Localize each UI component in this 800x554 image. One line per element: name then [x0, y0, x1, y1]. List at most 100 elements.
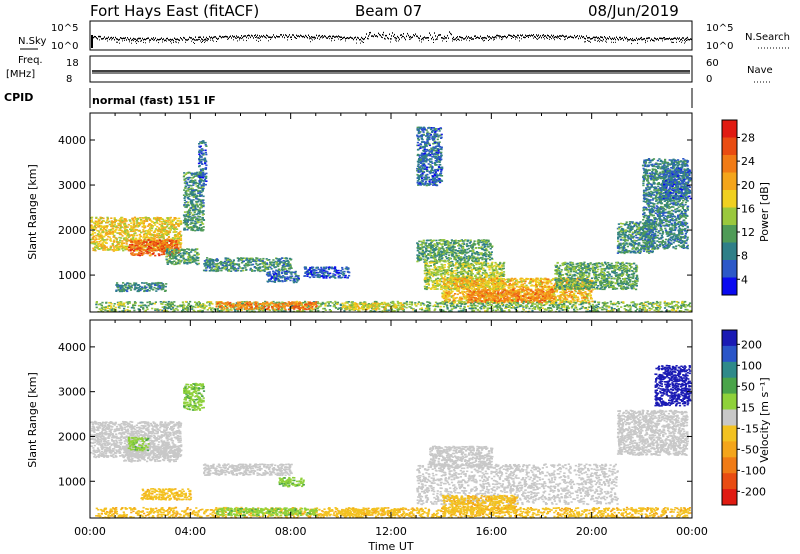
data-cell: [200, 173, 203, 176]
data-cell: [115, 225, 118, 227]
data-cell: [232, 260, 235, 263]
data-cell: [150, 253, 153, 256]
data-cell: [436, 245, 439, 247]
data-cell: [265, 266, 268, 269]
data-cell: [139, 223, 142, 226]
data-cell: [204, 149, 207, 152]
noise-point: [229, 36, 230, 38]
noise-point: [534, 35, 535, 38]
noise-point: [314, 38, 315, 40]
data-cell: [118, 236, 121, 239]
data-cell: [441, 251, 444, 254]
data-cell: [339, 272, 342, 275]
data-cell: [116, 282, 119, 284]
noise-point: [543, 34, 544, 36]
data-cell: [260, 269, 264, 272]
data-cell: [310, 271, 313, 273]
data-cell: [436, 242, 439, 244]
data-cell: [191, 218, 194, 220]
noise-point: [475, 35, 476, 37]
data-cell: [269, 263, 272, 265]
data-cell: [194, 229, 197, 232]
data-cell: [103, 231, 106, 233]
data-cell: [185, 222, 188, 224]
data-cell: [128, 287, 132, 289]
noise-point: [372, 35, 373, 37]
data-cell: [145, 241, 148, 243]
data-cell: [137, 284, 140, 287]
data-cell: [130, 285, 133, 288]
noise-point: [201, 41, 202, 43]
data-cell: [124, 228, 127, 230]
data-cell: [142, 222, 145, 224]
noise-point: [405, 38, 406, 41]
noise-point: [398, 40, 399, 42]
data-cell: [130, 252, 133, 255]
noise-point: [228, 37, 229, 40]
noise-point: [489, 38, 490, 40]
data-cell: [190, 218, 193, 220]
data-cell: [146, 290, 149, 292]
data-cell: [422, 241, 425, 243]
data-cell: [198, 194, 201, 196]
data-cell: [476, 261, 479, 263]
noise-point: [599, 41, 600, 43]
data-cell: [451, 267, 454, 270]
data-cell: [224, 266, 227, 269]
noise-point: [638, 38, 639, 40]
data-cell: [328, 276, 331, 279]
data-cell: [110, 225, 113, 228]
data-cell: [256, 264, 259, 267]
data-cell: [167, 245, 170, 248]
data-cell: [440, 285, 443, 287]
noise-point: [597, 40, 598, 42]
data-cell: [237, 263, 241, 265]
data-cell: [199, 178, 202, 181]
data-cell: [323, 274, 326, 276]
noise-point: [487, 35, 488, 37]
data-cell: [478, 285, 481, 287]
noise-point: [472, 38, 473, 40]
data-cell: [285, 277, 288, 280]
data-cell: [132, 234, 135, 236]
data-cell: [451, 246, 454, 248]
data-cell: [495, 269, 498, 271]
data-cell: [183, 178, 186, 181]
data-cell: [228, 264, 231, 267]
noise-point: [93, 36, 94, 39]
data-cell: [320, 272, 324, 274]
data-cell: [292, 271, 295, 274]
data-cell: [108, 223, 111, 226]
data-cell: [175, 223, 178, 225]
data-cell: [448, 254, 451, 256]
data-cell: [238, 265, 241, 268]
data-cell: [202, 154, 205, 156]
data-cell: [486, 244, 489, 246]
data-cell: [90, 221, 93, 223]
data-cell: [183, 172, 186, 174]
data-cell: [197, 198, 200, 200]
data-cell: [156, 248, 159, 251]
data-cell: [196, 254, 199, 256]
data-cell: [255, 266, 258, 269]
data-cell: [188, 254, 191, 257]
data-cell: [162, 288, 165, 290]
noise-point: [289, 34, 290, 36]
noise-point: [630, 38, 631, 40]
noise-point: [687, 39, 688, 41]
data-cell: [446, 260, 450, 262]
data-cell: [167, 251, 170, 254]
noise-point: [649, 37, 650, 39]
data-cell: [420, 252, 423, 255]
data-cell: [179, 239, 183, 242]
data-cell: [190, 200, 193, 202]
noise-point: [509, 34, 510, 36]
data-cell: [178, 259, 181, 261]
data-cell: [139, 289, 142, 292]
data-cell: [157, 253, 160, 255]
data-cell: [425, 254, 428, 257]
data-cell: [190, 204, 193, 206]
data-cell: [175, 248, 178, 251]
data-cell: [192, 205, 195, 208]
noise-point: [275, 37, 276, 39]
